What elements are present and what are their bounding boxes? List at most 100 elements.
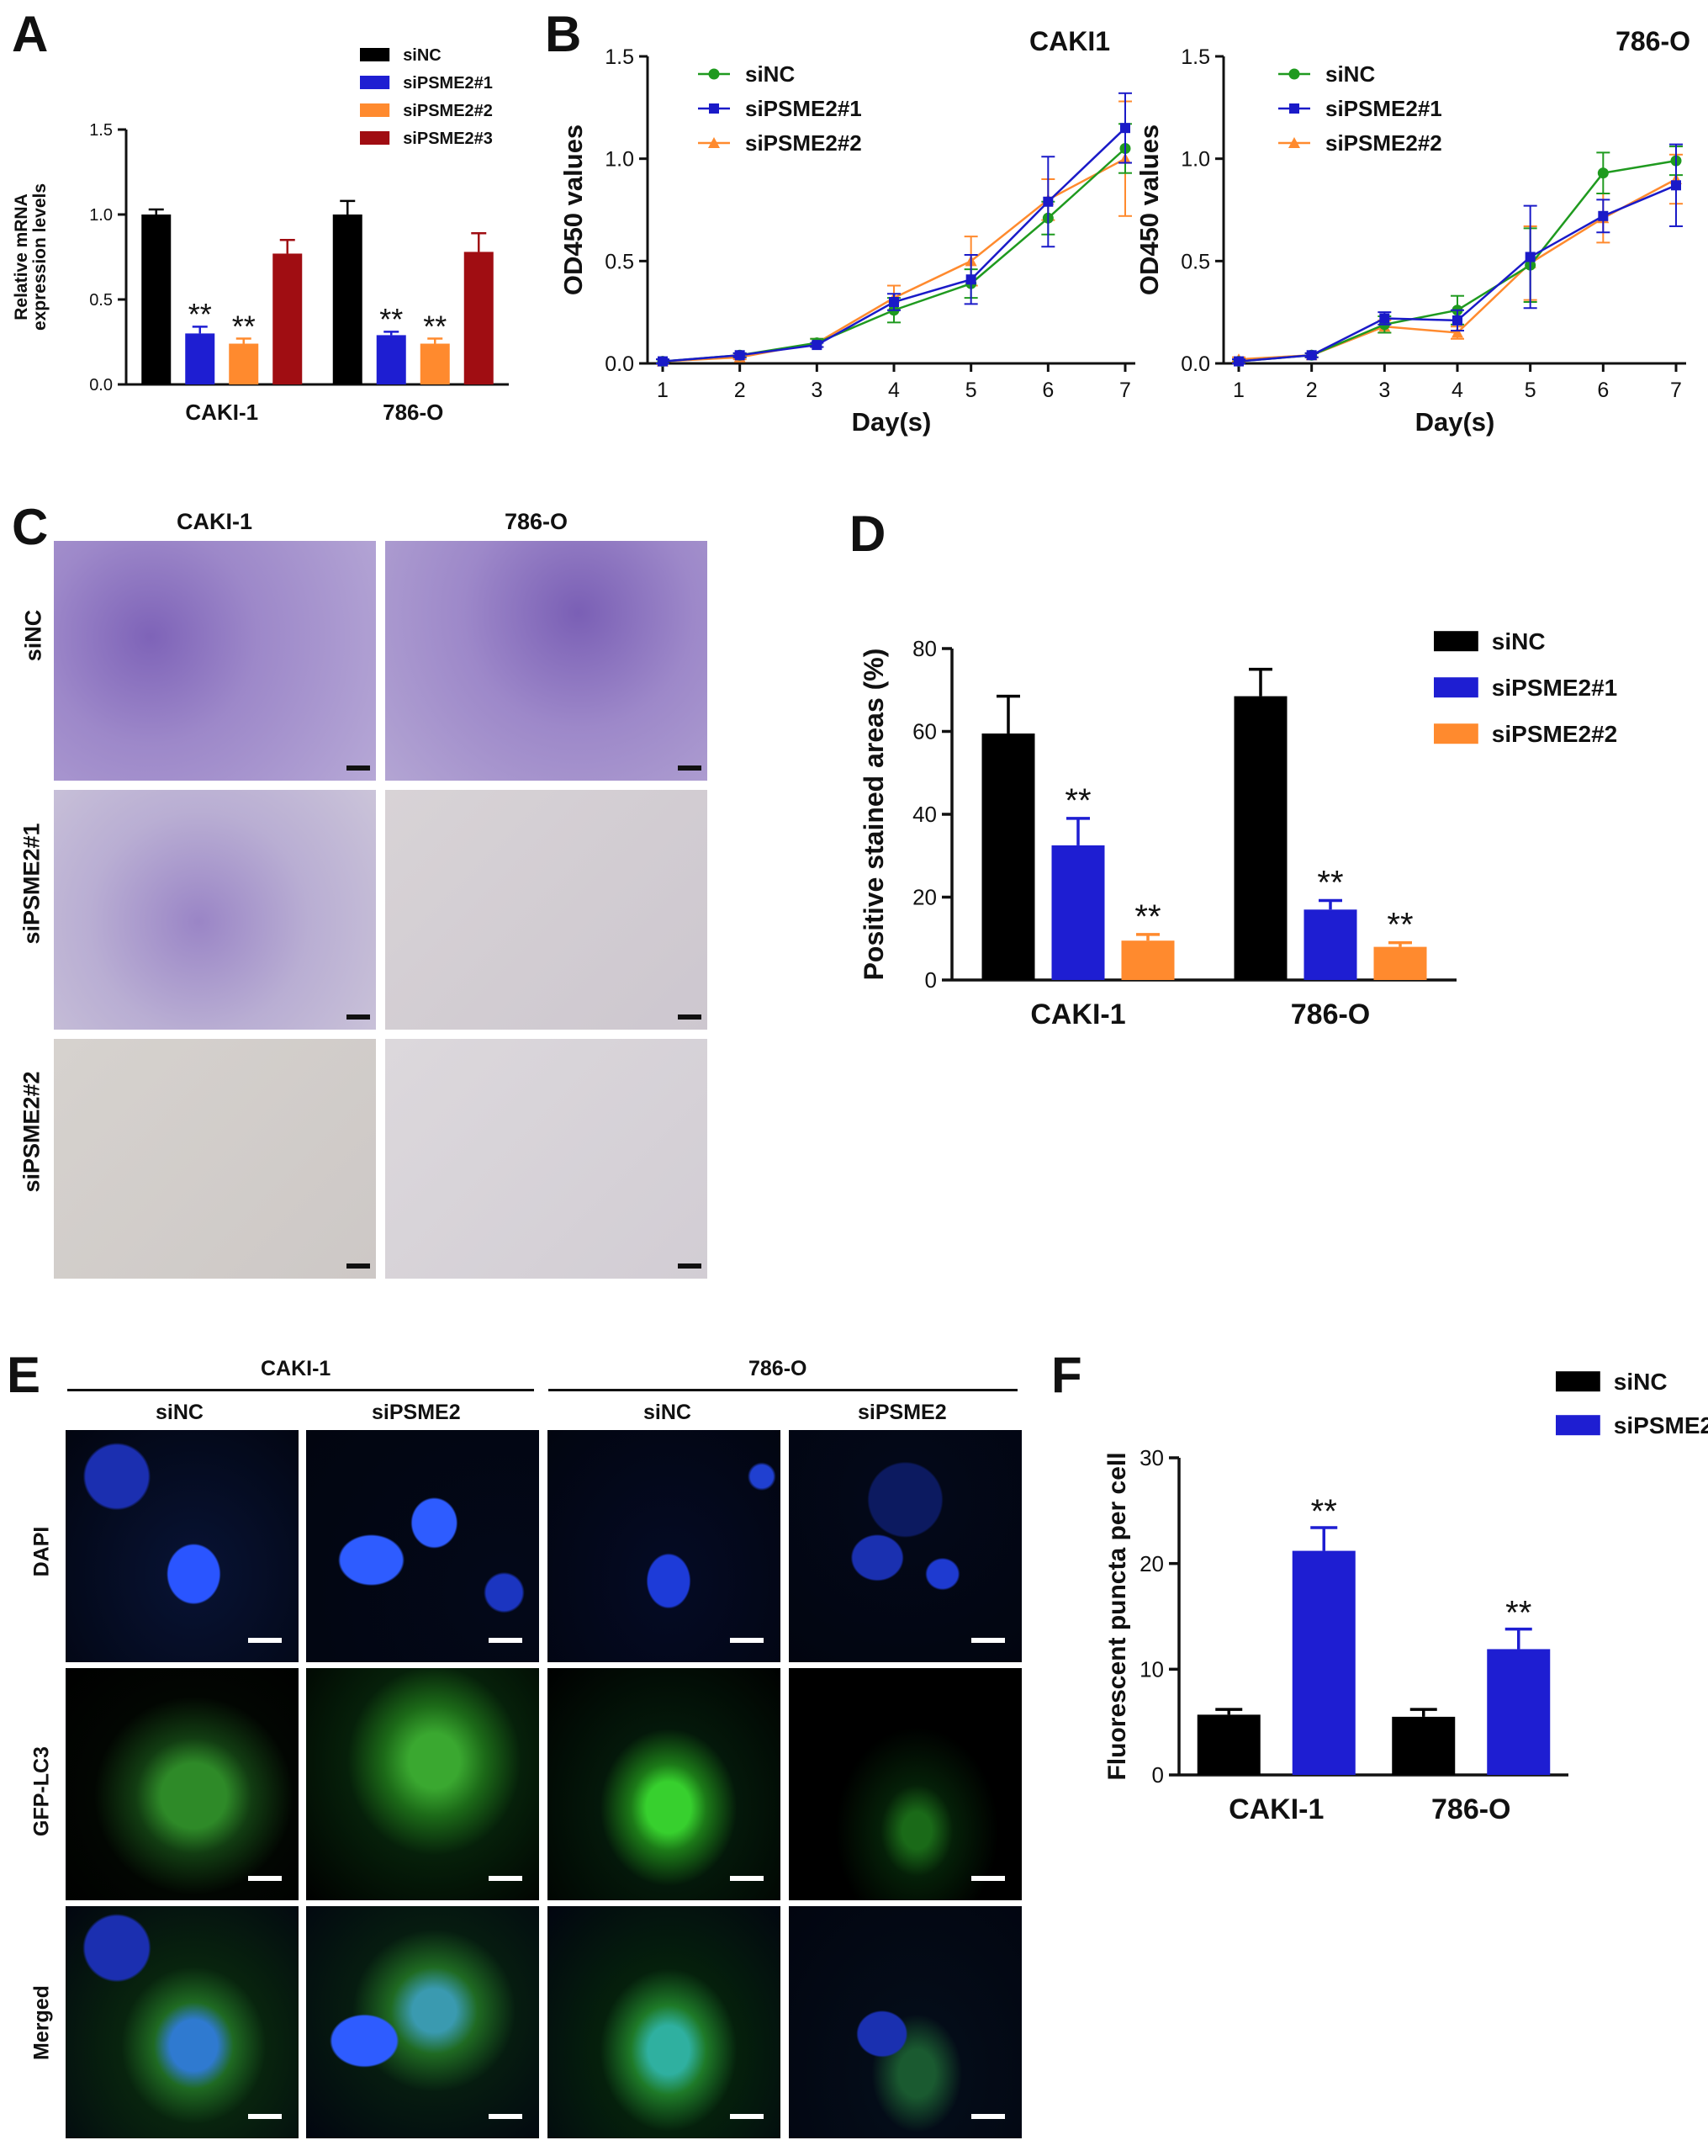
panel-letter-d: D xyxy=(849,506,886,562)
panel-letter-b: B xyxy=(545,6,582,62)
legend-label: siPSME2#2 xyxy=(745,130,862,156)
bar xyxy=(272,253,303,384)
panel-e-group-line-786o xyxy=(548,1389,1018,1391)
panel-letter-e: E xyxy=(7,1347,41,1403)
panel-letter-a: A xyxy=(12,6,49,62)
data-point xyxy=(1120,123,1130,134)
scale-bar xyxy=(730,1638,764,1643)
micrograph-c-786o-sipsme2-1 xyxy=(385,790,707,1030)
scale-bar xyxy=(489,2114,522,2119)
y-tick-label: 1.0 xyxy=(605,148,634,172)
data-point xyxy=(1525,252,1536,262)
bar xyxy=(420,343,450,384)
panel-e-row-label-gfp-lc3: GFP-LC3 xyxy=(29,1746,54,1836)
panel-e-row-label-dapi: DAPI xyxy=(29,1526,54,1577)
chart-d-positive-stained-areas: 0 20 40 60 80 Positive stained areas (%) CAKI-… xyxy=(859,628,1617,1030)
bar xyxy=(229,343,259,384)
legend-swatch xyxy=(1434,677,1478,698)
micrograph-c-786o-sinc xyxy=(385,541,707,781)
x-tick-label: 6 xyxy=(1597,379,1609,402)
legend-swatch xyxy=(360,76,390,89)
legend-label: siPSME2 xyxy=(1614,1412,1708,1438)
data-point xyxy=(734,350,745,361)
scale-bar xyxy=(248,1876,282,1881)
legend-label: siPSME2#3 xyxy=(403,130,493,148)
y-tick-label: 10 xyxy=(1140,1656,1164,1682)
bar xyxy=(981,733,1035,980)
scale-bar xyxy=(730,2114,764,2119)
bar xyxy=(1234,696,1288,980)
bar xyxy=(1373,946,1427,980)
significance-label: ** xyxy=(1505,1595,1531,1632)
confocal-e-786o-sipsme2-gfp-lc3 xyxy=(789,1668,1022,1900)
legend-marker xyxy=(1288,137,1300,148)
x-axis-label: Day(s) xyxy=(852,407,932,437)
confocal-e-786o-sinc-dapi xyxy=(547,1430,780,1662)
data-point xyxy=(1043,196,1054,207)
panel-e-group-line-caki1 xyxy=(67,1389,534,1391)
micrograph-c-caki1-sipsme2-2 xyxy=(54,1039,376,1279)
bar xyxy=(1392,1716,1456,1775)
data-point xyxy=(1234,356,1244,367)
legend-swatch xyxy=(1556,1415,1600,1436)
y-axis-label: Fluorescent puncta per cell xyxy=(1103,1452,1131,1780)
data-point xyxy=(658,356,668,367)
scale-bar xyxy=(678,1014,701,1020)
legend-marker xyxy=(708,68,720,80)
data-point xyxy=(1597,167,1609,179)
series-line xyxy=(662,157,1126,363)
legend-label: siNC xyxy=(1492,628,1546,654)
y-tick-label: 20 xyxy=(1140,1551,1164,1576)
panel-e-col-label-sinc-2: siNC xyxy=(643,1401,691,1424)
scale-bar xyxy=(346,1263,370,1269)
panel-e-col-label-sipsme2-2: siPSME2 xyxy=(858,1401,947,1424)
data-point xyxy=(1452,326,1463,338)
x-tick-label: 2 xyxy=(1306,379,1318,402)
x-category-label: 786-O xyxy=(1431,1793,1511,1825)
x-tick-label: 3 xyxy=(811,379,822,402)
scale-bar xyxy=(971,1638,1005,1643)
scale-bar xyxy=(678,765,701,771)
chart-f-fluorescent-puncta: 0 10 20 30 Fluorescent puncta per cell CAKI-1… xyxy=(1103,1369,1708,1825)
y-axis-label: Relative mRNAexpression levels xyxy=(12,183,50,331)
x-tick-label: 5 xyxy=(965,379,977,402)
x-tick-label: 4 xyxy=(1452,379,1463,402)
y-tick-label: 1.0 xyxy=(1181,148,1210,172)
data-point xyxy=(965,274,976,285)
bar xyxy=(185,333,215,384)
x-tick-label: 4 xyxy=(888,379,900,402)
data-point xyxy=(1379,313,1390,324)
significance-label: ** xyxy=(1134,898,1161,935)
x-tick-label: 7 xyxy=(1119,379,1131,402)
y-tick-label: 20 xyxy=(912,885,937,910)
significance-label: ** xyxy=(188,297,212,331)
y-tick-label: 0.0 xyxy=(89,376,113,395)
legend-label: siPSME2#1 xyxy=(1325,96,1442,121)
series-line xyxy=(662,147,1126,363)
panel-e-col-label-sipsme2-1: siPSME2 xyxy=(372,1401,461,1424)
y-axis-label: OD450 values xyxy=(1134,124,1164,295)
significance-label: ** xyxy=(1311,1493,1337,1530)
legend-label: siPSME2#1 xyxy=(1492,675,1617,701)
data-point xyxy=(1452,315,1462,326)
x-tick-label: 5 xyxy=(1525,379,1536,402)
x-tick-label: 6 xyxy=(1042,379,1054,402)
micrograph-c-caki1-sinc xyxy=(54,541,376,781)
x-category-label: CAKI-1 xyxy=(1229,1793,1324,1825)
bar xyxy=(1051,845,1105,980)
y-tick-label: 0.0 xyxy=(605,352,634,376)
panel-e-group-label-caki1: CAKI-1 xyxy=(261,1357,331,1380)
legend-label: siNC xyxy=(1614,1369,1668,1395)
micrograph-c-786o-sipsme2-2 xyxy=(385,1039,707,1279)
y-axis-label: OD450 values xyxy=(558,124,588,295)
significance-label: ** xyxy=(1317,864,1343,901)
panel-c-col-label-caki1: CAKI-1 xyxy=(177,509,253,534)
y-tick-label: 80 xyxy=(912,636,937,661)
legend-swatch xyxy=(1556,1371,1600,1392)
series-line xyxy=(662,127,1126,363)
significance-label: ** xyxy=(379,302,403,336)
bar xyxy=(1487,1649,1551,1775)
scale-bar xyxy=(346,765,370,771)
legend-label: siPSME2#1 xyxy=(403,74,493,93)
legend-swatch xyxy=(360,103,390,117)
